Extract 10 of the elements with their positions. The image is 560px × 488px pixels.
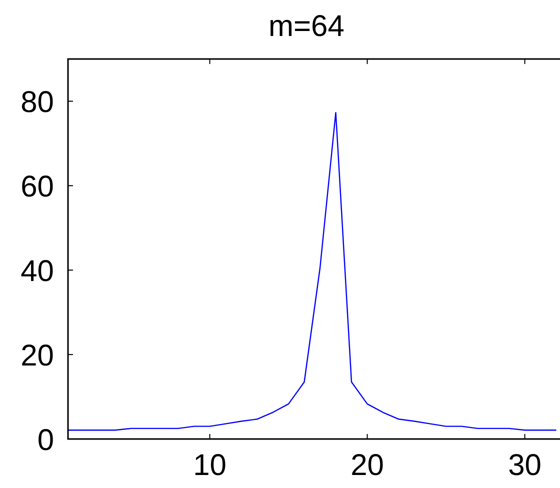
line-series	[67, 112, 557, 431]
x-tick-label: 20	[350, 449, 384, 482]
y-tick-label: 20	[20, 340, 54, 373]
x-tick-label: 10	[193, 449, 226, 482]
y-tick-label: 40	[20, 255, 54, 288]
y-tick-label: 0	[37, 424, 54, 457]
chart-title: m=64	[268, 10, 344, 43]
x-tick-label: 30	[508, 449, 542, 482]
y-tick-label: 60	[20, 170, 54, 204]
y-tick-label: 80	[20, 86, 54, 120]
